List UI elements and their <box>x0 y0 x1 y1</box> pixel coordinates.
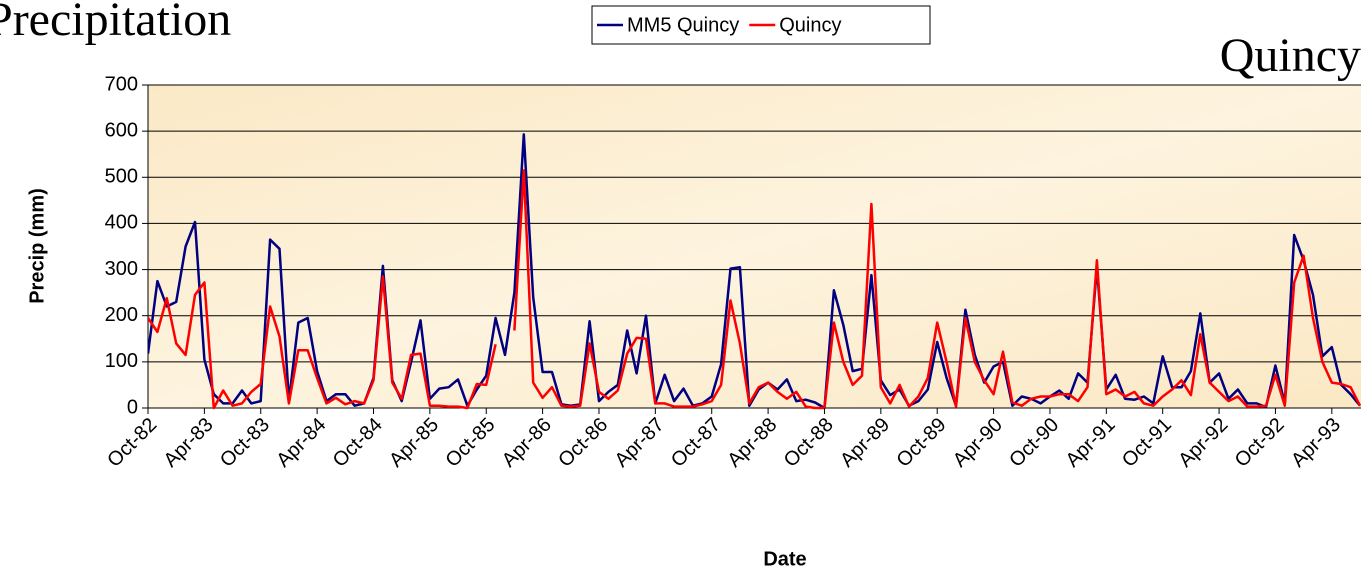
y-tick-label: 700 <box>105 73 138 95</box>
x-tick-label: Apr-84 <box>272 414 330 472</box>
x-tick-label: Oct-82 <box>103 414 161 472</box>
plot-area <box>148 85 1361 408</box>
x-tick-label: Oct-85 <box>441 414 499 472</box>
x-tick-label: Oct-88 <box>780 414 838 472</box>
x-tick-label: Apr-90 <box>949 414 1007 472</box>
chart-subtitle: Quincy <box>1220 29 1361 82</box>
y-axis-label: Precip (mm) <box>26 188 48 304</box>
series-line <box>148 169 1361 410</box>
x-axis: Oct-82Apr-83Oct-83Apr-84Oct-84Apr-85Oct-… <box>103 408 1345 472</box>
x-tick-label: Apr-88 <box>723 414 781 472</box>
x-tick-label: Apr-91 <box>1062 414 1120 472</box>
y-tick-label: 400 <box>105 212 138 234</box>
x-tick-label: Apr-93 <box>1287 414 1345 472</box>
x-tick-label: Apr-89 <box>836 414 894 472</box>
y-tick-label: 600 <box>105 119 138 141</box>
legend: MM5 Quincy Quincy <box>597 14 842 36</box>
y-tick-label: 100 <box>105 350 138 372</box>
x-tick-label: Oct-90 <box>1005 414 1063 472</box>
x-tick-label: Apr-83 <box>160 414 218 472</box>
y-tick-label: 0 <box>127 396 138 418</box>
x-tick-label: Oct-84 <box>329 414 387 472</box>
grid: 0 100 200 300 400 500 600 700 <box>105 73 1361 418</box>
x-tick-label: Apr-87 <box>611 414 669 472</box>
x-tick-label: Oct-86 <box>554 414 612 472</box>
lines <box>148 133 1361 410</box>
x-tick-label: Apr-85 <box>385 414 443 472</box>
legend-label: Quincy <box>779 14 841 36</box>
chart-title: Precipitation <box>0 0 231 46</box>
y-tick-label: 300 <box>105 258 138 280</box>
y-tick-label: 500 <box>105 166 138 188</box>
x-tick-label: Oct-87 <box>667 414 725 472</box>
x-tick-label: Oct-83 <box>216 414 274 472</box>
x-tick-label: Oct-92 <box>1231 414 1289 472</box>
x-tick-label: Oct-91 <box>1118 414 1176 472</box>
y-tick-label: 200 <box>105 304 138 326</box>
x-tick-label: Oct-89 <box>892 414 950 472</box>
x-tick-label: Apr-92 <box>1174 414 1232 472</box>
x-axis-label: Date <box>763 548 806 570</box>
legend-label: MM5 Quincy <box>627 14 739 36</box>
x-tick-label: Apr-86 <box>498 414 556 472</box>
